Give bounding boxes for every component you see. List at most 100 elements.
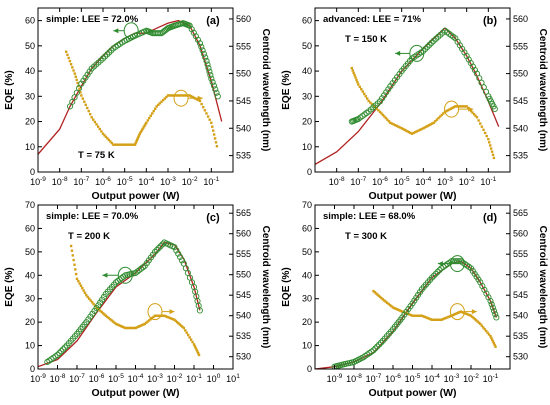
model-annotation: simple: LEE = 68.0% <box>323 211 416 222</box>
wavelength-point <box>469 314 473 317</box>
x-tick-label: 10-6 <box>95 176 111 187</box>
wavelength-point <box>147 319 151 322</box>
y-tick-label: 0 <box>307 364 312 374</box>
wavelength-point <box>198 99 202 103</box>
x-axis-label: Output power (W) <box>91 387 179 399</box>
wavelength-point <box>383 115 386 118</box>
wavelength-point <box>364 95 367 98</box>
temperature-annotation: T = 200 K <box>68 231 110 242</box>
y2-tick-label: 535 <box>236 151 251 161</box>
wavelength-point <box>409 313 413 317</box>
x-tick-label: 10-3 <box>147 373 163 384</box>
wavelength-point <box>473 318 477 321</box>
y2-tick-label: 555 <box>513 249 528 259</box>
wavelength-point <box>357 83 360 86</box>
wavelength-point <box>452 105 456 109</box>
wavelength-point <box>447 315 450 319</box>
wavelength-point <box>203 109 207 112</box>
wavelength-point <box>380 296 383 300</box>
y-tick-label: 40 <box>302 66 312 76</box>
x-tick-exponent: -8 <box>356 373 362 380</box>
wavelength-point <box>168 94 171 97</box>
x-tick-label: 10-8 <box>52 176 68 187</box>
eqe-point <box>487 298 494 305</box>
wavelength-point <box>429 318 432 321</box>
wavelength-point <box>150 316 154 320</box>
wavelength-point <box>400 127 403 130</box>
x-tick-label: 10-2 <box>459 176 475 187</box>
wavelength-point <box>157 314 161 317</box>
wavelength-point <box>195 348 198 351</box>
plot-frame <box>314 7 511 173</box>
y-tick-label: 70 <box>25 200 35 210</box>
eqe-point <box>376 98 384 105</box>
x-axis-label: Output power (W) <box>368 190 456 202</box>
wavelength-point <box>134 141 137 145</box>
wavelength-point <box>215 145 219 148</box>
wavelength-point <box>378 295 382 299</box>
wavelength-point <box>479 322 482 326</box>
wavelength-point <box>480 324 483 327</box>
x-tick-label: 10-3 <box>160 176 176 187</box>
wavelength-point <box>474 114 477 117</box>
eqe-arrow-head <box>113 28 119 34</box>
eqe-point <box>108 47 115 54</box>
wavelength-point <box>165 95 168 99</box>
wavelength-point <box>111 320 115 323</box>
wavelength-point <box>77 279 80 283</box>
wavelength-point <box>445 316 449 319</box>
wavelength-point <box>392 123 395 126</box>
eqe-point <box>426 41 433 48</box>
wavelength-point <box>475 319 478 322</box>
wavelength-point <box>435 118 439 121</box>
wavelength-point <box>472 113 476 116</box>
wavelength-point <box>492 156 496 160</box>
wavelength-point <box>177 322 180 325</box>
wavelength-point <box>425 125 428 128</box>
x-tick-label: 100 <box>207 373 221 384</box>
wavelength-point <box>397 308 400 312</box>
x-tick-label: 10-1 <box>480 176 496 187</box>
wavelength-point <box>418 128 422 132</box>
y-tick-label: 60 <box>302 16 312 26</box>
x-tick-exponent: 1 <box>236 373 240 380</box>
wavelength-point <box>393 123 397 127</box>
wavelength-point <box>135 326 139 329</box>
wavelength-point <box>398 126 402 129</box>
wavelength-point <box>178 94 182 97</box>
wavelength-point <box>391 306 395 309</box>
eqe-point <box>206 68 213 75</box>
wavelength-point <box>479 122 482 125</box>
panel-4: 10-9 10-8 10-7 10-6 10-5 10-4 10-3 10-2 10-1 0 10 2… <box>281 200 548 399</box>
wavelength-point <box>103 313 106 316</box>
wavelength-point <box>386 118 389 121</box>
y2-tick-label: 545 <box>513 96 528 106</box>
eqe-marker-ellipse <box>123 22 139 40</box>
wavelength-point <box>152 315 155 319</box>
eqe-point <box>171 244 178 251</box>
x-tick-label: 10-1 <box>186 373 202 384</box>
wavelength-point <box>455 312 459 315</box>
wavelength-point <box>188 336 191 339</box>
y-tick-label: 50 <box>25 247 35 257</box>
wl-arrow-head <box>468 106 474 112</box>
wavelength-point <box>460 105 464 108</box>
x-tick-exponent: -7 <box>360 176 366 183</box>
panel-label: (a) <box>206 15 220 27</box>
x-tick-exponent: -7 <box>376 373 382 380</box>
y-tick-label: 40 <box>25 270 35 280</box>
y2-tick-label: 540 <box>236 123 251 133</box>
eqe-point <box>428 274 436 281</box>
panel-label: (c) <box>206 212 220 224</box>
eqe-point <box>212 86 219 93</box>
wavelength-point <box>192 343 196 346</box>
y2-tick-label: 550 <box>513 69 528 79</box>
wavelength-point <box>115 143 118 146</box>
wl-marker-ellipse <box>173 89 189 107</box>
wavelength-point <box>81 97 85 100</box>
wavelength-point <box>174 94 177 97</box>
wavelength-point <box>475 116 479 119</box>
wavelength-point <box>157 103 160 107</box>
wavelength-point <box>211 129 215 132</box>
eqe-point <box>198 43 205 50</box>
